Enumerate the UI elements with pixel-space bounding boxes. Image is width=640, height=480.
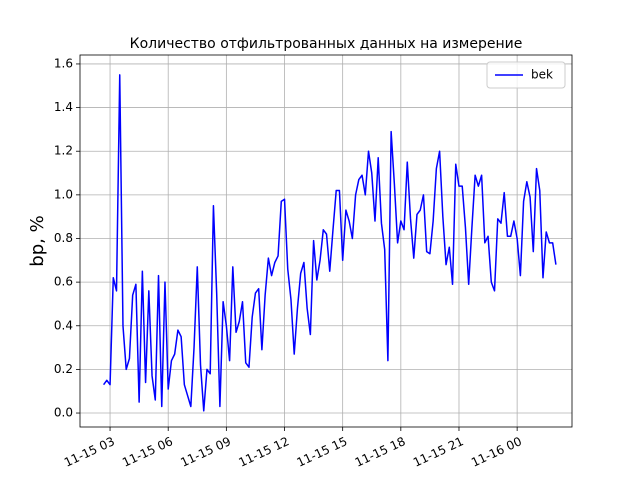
legend-box [486,61,566,89]
y-tick-label: 1.4 [54,100,73,114]
axes-frame [79,54,573,428]
y-tick-label: 1.6 [54,56,73,70]
y-tick-label: 0.0 [54,406,73,420]
y-tick-label: 1.0 [54,187,73,201]
y-tick-label: 0.8 [54,231,73,245]
data-line [102,74,557,412]
y-tick-label: 0.2 [54,362,73,376]
y-tick-label: 0.6 [54,275,73,289]
y-tick-label: 1.2 [54,144,73,158]
chart-title: Количество отфильтрованных данных на изм… [130,36,523,52]
y-axis-label: bp, % [27,215,48,266]
legend-label: bek [531,68,553,82]
y-tick-label: 0.4 [54,318,73,332]
